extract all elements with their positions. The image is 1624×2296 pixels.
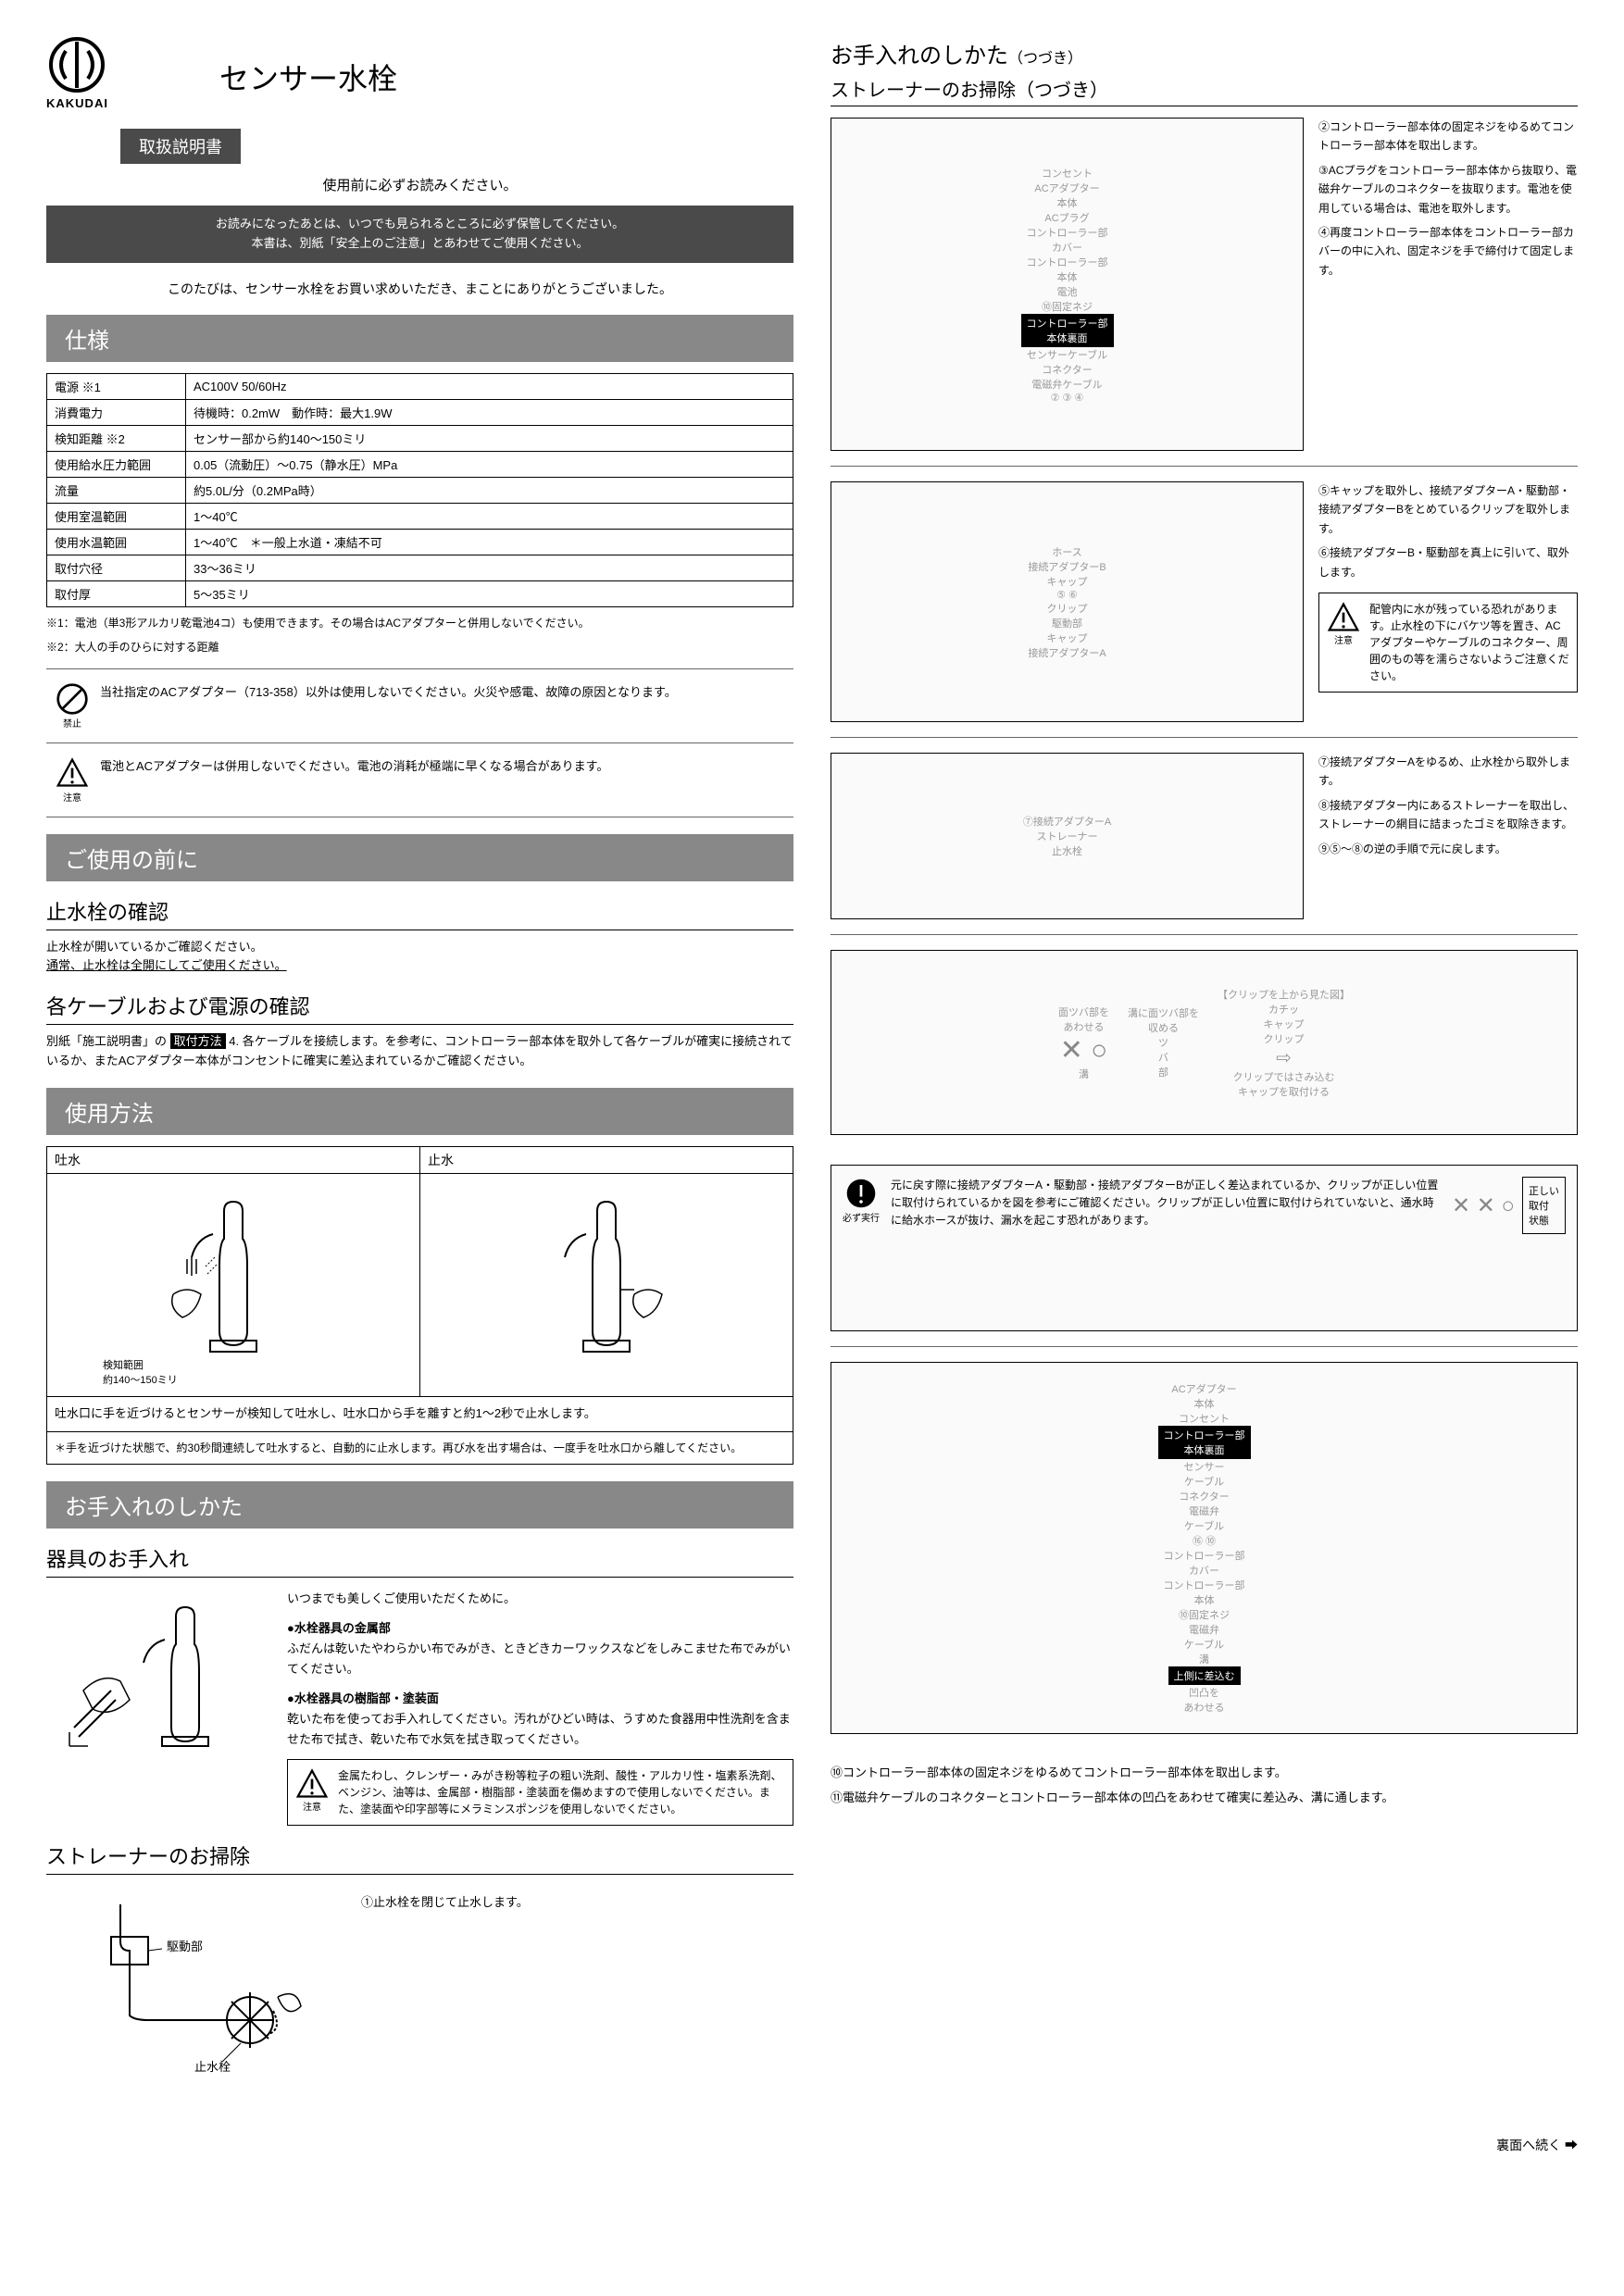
caution-icon: 注意 <box>1327 601 1360 684</box>
strainer-row: 駆動部 止水栓 ①止水栓を閉じて止水します。 <box>46 1886 793 2108</box>
diagram-6-img: ACアダプター 本体 コンセント コントローラー部 本体裏面 センサー ケーブル… <box>831 1362 1578 1734</box>
diagram-6-steps: ⑩コントローラー部本体の固定ネジをゆるめてコントローラー部本体を取出します。 ⑪… <box>831 1764 1578 1808</box>
usage-caption: 吐水口に手を近づけるとセンサーが検知して吐水し、吐水口から手を離すと約1～2秒で… <box>46 1397 793 1432</box>
keep-notice: お読みになったあとは、いつでも見られるところに必ず保管してください。本書は、別紙… <box>46 206 793 263</box>
brand-name: KAKUDAI <box>46 96 108 110</box>
caution-icon: 注意 <box>295 1767 329 1817</box>
care-diagram <box>46 1589 269 1774</box>
before-use-header: ご使用の前に <box>46 834 793 881</box>
logo: KAKUDAI <box>46 37 108 110</box>
spec-table: 電源 ※1AC100V 50/60Hz消費電力待機時：0.2mW 動作時：最大1… <box>46 373 793 607</box>
diagram-5-img: 必ず実行 元に戻す際に接続アダプターA・駆動部・接続アダプターBが正しく差込まれ… <box>831 1165 1578 1331</box>
prohibit-text: 当社指定のACアダプター（713-358）以外は使用しないでください。火災や感電… <box>100 682 677 700</box>
right-sub-title: ストレーナーのお掃除（つづき） <box>831 75 1578 106</box>
caution-row: 注意 電池とACアダプターは併用しないでください。電池の消耗が極端に早くなる場合… <box>46 756 793 804</box>
equipment-title: 器具のお手入れ <box>46 1543 793 1578</box>
stopcock-text: 止水栓が開いているかご確認ください。 通常、止水栓は全開にしてご使用ください。 <box>46 938 793 977</box>
diagram-3-img: ⑦接続アダプターA ストレーナー 止水栓 <box>831 753 1304 919</box>
read-before-text: 使用前に必ずお読みください。 <box>46 175 793 194</box>
kakudai-logo-icon <box>49 37 105 93</box>
product-title: センサー水栓 <box>219 56 397 98</box>
diagram-4-img: 面ツバ部を あわせる ✕ ○ 溝 溝に面ツバ部を 収める ツ バ 部 【クリップ… <box>831 950 1578 1135</box>
diagram-4: 面ツバ部を あわせる ✕ ○ 溝 溝に面ツバ部を 収める ツ バ 部 【クリップ… <box>831 950 1578 1150</box>
strainer-diagram: 駆動部 止水栓 <box>46 1886 343 2108</box>
diagram-3-steps: ⑦接続アダプターAをゆるめ、止水栓から取外します。 ⑧接続アダプター内にあるスト… <box>1318 753 1578 919</box>
cable-text: 別紙「施工説明書」の 取付方法 4. 各ケーブルを接続します。を参考に、コントロ… <box>46 1032 793 1071</box>
usage-stop-cell: 止水 <box>420 1147 793 1396</box>
must-do-icon: 必ず実行 <box>843 1177 880 1224</box>
care-text: いつまでも美しくご使用いただくために。 ●水栓器具の金属部 ふだんは乾いたやわら… <box>287 1589 793 1827</box>
diagram-5: 必ず実行 元に戻す際に接続アダプターA・駆動部・接続アダプターBが正しく差込まれ… <box>831 1165 1578 1347</box>
diagram-3: ⑦接続アダプターA ストレーナー 止水栓 ⑦接続アダプターAをゆるめ、止水栓から… <box>831 753 1578 935</box>
spec-note-2: ※2：大人の手のひらに対する距離 <box>46 639 793 655</box>
prohibit-row: 禁止 当社指定のACアダプター（713-358）以外は使用しないでください。火災… <box>46 682 793 730</box>
manual-label: 取扱説明書 <box>120 129 241 164</box>
usage-spout-cell: 吐水 検知範囲 約140～150ミリ <box>47 1147 420 1396</box>
continue-text: 裏面へ続く ➡ <box>46 2136 1578 2154</box>
caution-text: 電池とACアダプターは併用しないでください。電池の消耗が極端に早くなる場合があり… <box>100 756 608 774</box>
header: KAKUDAI センサー水栓 <box>46 37 793 110</box>
right-main-title: お手入れのしかた（つづき） <box>831 37 1578 69</box>
usage-header: 使用方法 <box>46 1088 793 1135</box>
care-row: いつまでも美しくご使用いただくために。 ●水栓器具の金属部 ふだんは乾いたやわら… <box>46 1589 793 1827</box>
diagram-6: ACアダプター 本体 コンセント コントローラー部 本体裏面 センサー ケーブル… <box>831 1362 1578 1749</box>
spout-diagram: 検知範囲 約140～150ミリ <box>47 1174 419 1396</box>
spec-note-1: ※1：電池（単3形アルカリ乾電池4コ）も使用できます。その場合はACアダプターと… <box>46 615 793 631</box>
stop-diagram <box>420 1174 793 1396</box>
diagram-1: コンセント ACアダプター 本体 ACプラグ コントローラー部 カバー コントロ… <box>831 118 1578 467</box>
care-warning-box: 注意 金属たわし、クレンザー・みがき粉等粒子の粗い洗剤、酸性・アルカリ性・塩素系… <box>287 1759 793 1826</box>
thanks-text: このたびは、センサー水栓をお買い求めいただき、まことにありがとうございました。 <box>46 280 793 298</box>
diagram-2-steps: ⑤キャップを取外し、接続アダプターA・駆動部・接続アダプターBをとめているクリッ… <box>1318 481 1578 722</box>
cable-title: 各ケーブルおよび電源の確認 <box>46 991 793 1025</box>
svg-text:駆動部: 駆動部 <box>167 1940 203 1953</box>
diagram-2-img: ホース 接続アダプターB キャップ ⑤ ⑥ クリップ 駆動部 キャップ 接続アダ… <box>831 481 1304 722</box>
diagram-1-steps: ②コントローラー部本体の固定ネジをゆるめてコントローラー部本体を取出します。 ③… <box>1318 118 1578 451</box>
strainer-step1: ①止水栓を閉じて止水します。 <box>361 1893 529 1913</box>
stopcock-title: 止水栓の確認 <box>46 896 793 930</box>
diagram-1-img: コンセント ACアダプター 本体 ACプラグ コントローラー部 カバー コントロ… <box>831 118 1304 451</box>
caution-icon: 注意 <box>56 756 89 804</box>
usage-boxnote: ＊手を近づけた状態で、約30秒間連続して吐水すると、自動的に止水します。再び水を… <box>46 1431 793 1465</box>
care-header: お手入れのしかた <box>46 1481 793 1529</box>
usage-row: 吐水 検知範囲 約140～150ミリ 止水 <box>46 1146 793 1397</box>
prohibit-icon: 禁止 <box>56 682 89 730</box>
strainer-title: ストレーナーのお掃除 <box>46 1841 793 1875</box>
svg-text:止水栓: 止水栓 <box>194 2060 231 2074</box>
spec-header: 仕様 <box>46 315 793 362</box>
diagram-2: ホース 接続アダプターB キャップ ⑤ ⑥ クリップ 駆動部 キャップ 接続アダ… <box>831 481 1578 738</box>
